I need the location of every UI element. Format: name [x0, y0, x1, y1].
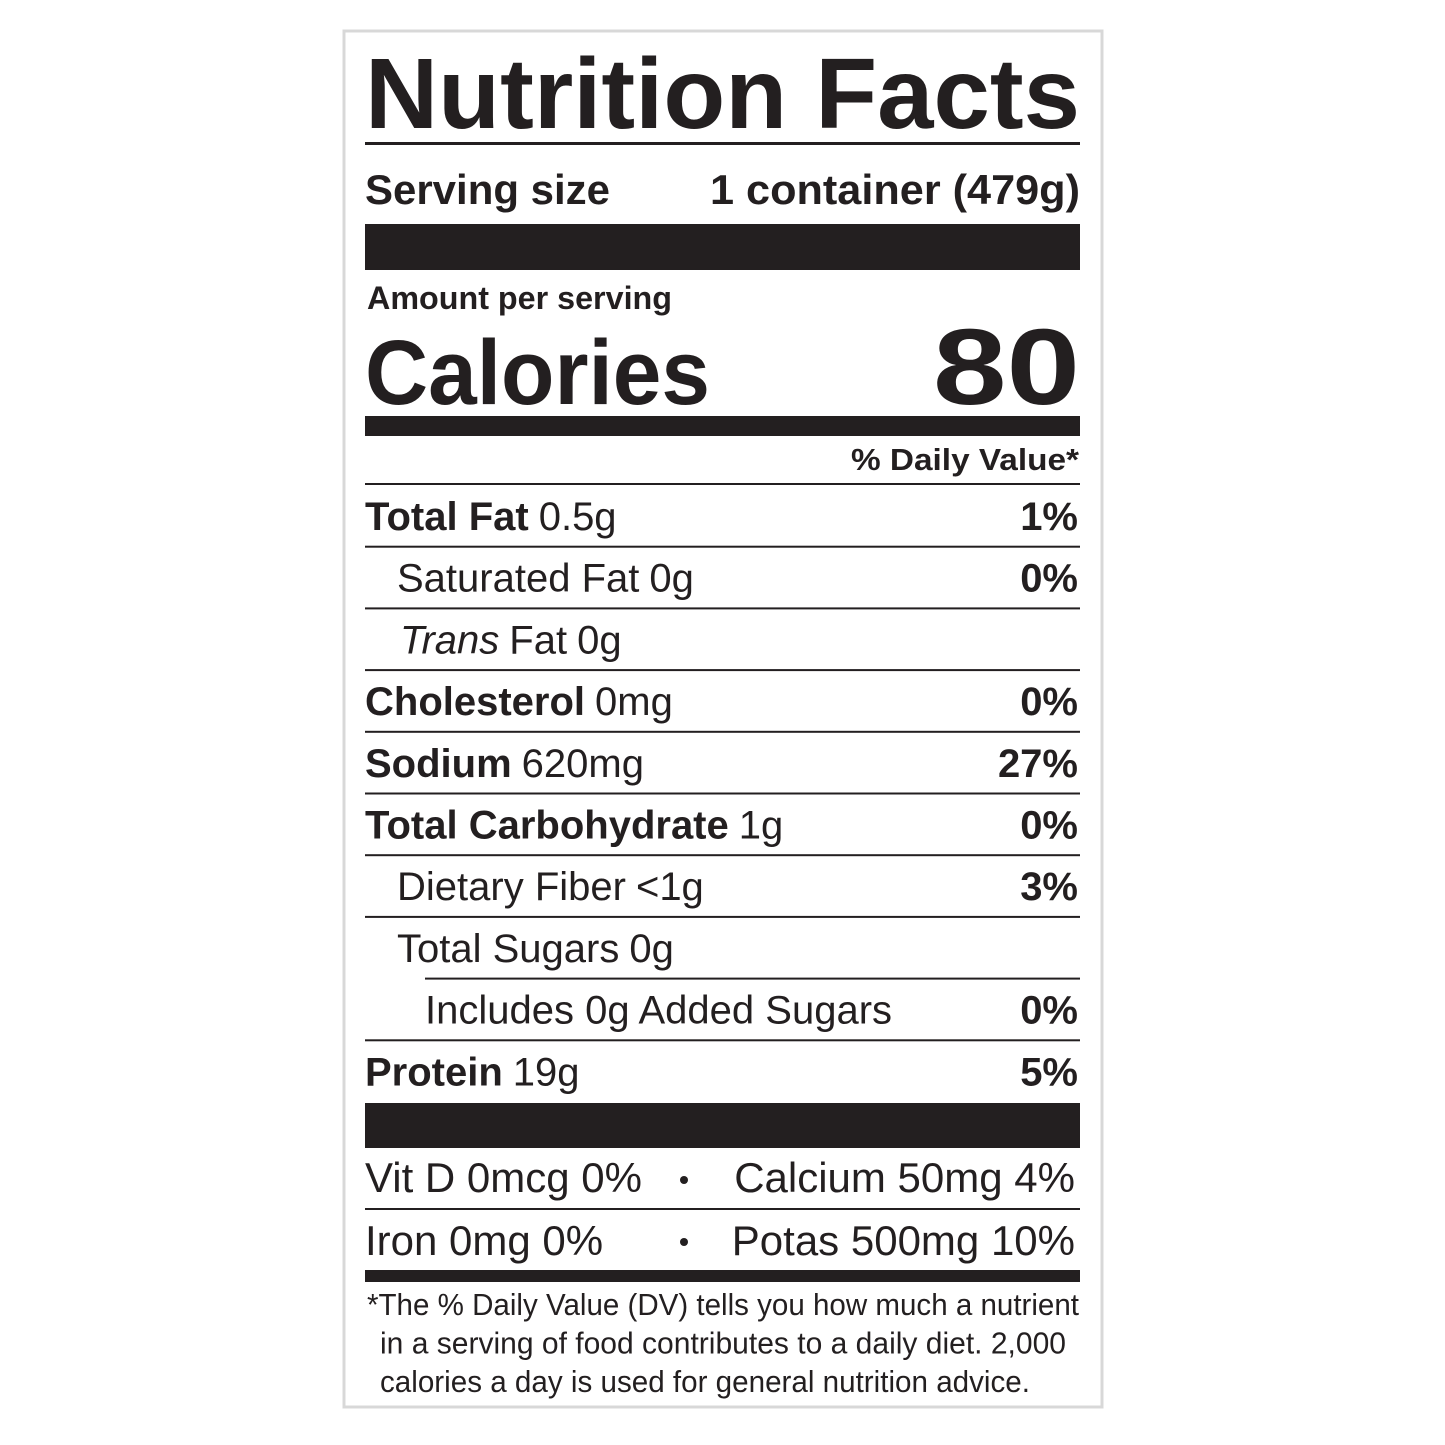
nutrient-line: Trans Fat 0g — [400, 618, 622, 662]
nutrient-dv: 0% — [1020, 557, 1078, 601]
nutrient-dv: 1% — [1020, 495, 1078, 539]
nutrient-dv: 0% — [1020, 680, 1078, 724]
nutrient-line: Cholesterol 0mg — [365, 680, 673, 724]
nutrient-line: Total Carbohydrate 1g — [365, 804, 783, 848]
bullet — [680, 1238, 688, 1246]
nutrient-name: Includes 0g Added Sugars — [425, 989, 892, 1033]
nutrient-name: Total Carbohydrate — [365, 804, 729, 848]
nutrient-line: Dietary Fiber <1g — [397, 865, 704, 909]
nutrient-amount: 0g — [629, 927, 674, 971]
rule — [365, 1208, 1080, 1210]
nutrient-dv: 3% — [1020, 865, 1078, 909]
nutrient-name: Dietary Fiber — [397, 865, 626, 909]
nutrient-dv: 0% — [1020, 804, 1078, 848]
nutrient-prefix: Trans — [400, 618, 499, 662]
thick-bar — [365, 224, 1080, 270]
nutrient-amount: 0.5g — [539, 495, 617, 539]
nutrient-name: Protein — [365, 1050, 503, 1094]
nutrient-amount: 1g — [739, 804, 784, 848]
medium-bar — [365, 1270, 1080, 1282]
rule — [425, 977, 1080, 980]
footnote-line: in a serving of food contributes to a da… — [380, 1326, 1066, 1361]
nutrient-amount: 620mg — [522, 742, 644, 786]
rule — [365, 730, 1080, 733]
nutrient-dv: 0% — [1020, 989, 1078, 1033]
rule — [365, 607, 1080, 610]
serving-label: Serving size — [365, 166, 610, 213]
nutrient-amount: 0mg — [595, 680, 673, 724]
calories-label: Calories — [365, 322, 710, 424]
rule — [365, 915, 1080, 918]
nutrient-line: Total Fat 0.5g — [365, 495, 617, 539]
vitamin: Potas 500mg 10% — [732, 1217, 1075, 1264]
footnote-line: calories a day is used for general nutri… — [380, 1364, 1030, 1399]
daily-value-header: % Daily Value* — [851, 442, 1080, 477]
rule — [365, 483, 1080, 485]
nutrient-line: Saturated Fat 0g — [397, 557, 694, 601]
rule — [365, 792, 1080, 795]
amount-per-serving: Amount per serving — [367, 280, 672, 316]
title: Nutrition Facts — [365, 38, 1080, 150]
nutrient-dv: 27% — [998, 742, 1078, 786]
nutrient-line: Sodium 620mg — [365, 742, 644, 786]
vitamin: Iron 0mg 0% — [365, 1217, 603, 1264]
nutrient-name: Sodium — [365, 742, 512, 786]
footnote-line: *The % Daily Value (DV) tells you how mu… — [367, 1287, 1079, 1322]
nutrient-line: Total Sugars 0g — [397, 927, 674, 971]
thick-bar — [365, 1103, 1080, 1148]
nutrient-name: Cholesterol — [365, 680, 585, 724]
nutrient-name: Saturated Fat — [397, 557, 639, 601]
serving-value: 1 container (479g) — [710, 166, 1080, 213]
nutrient-amount: 0g — [577, 618, 622, 662]
rule — [365, 1039, 1080, 1042]
nutrient-amount: 0g — [649, 557, 694, 601]
calories-value: 80 — [933, 306, 1080, 427]
nutrient-name: Total Fat — [365, 495, 529, 539]
vitamin: Calcium 50mg 4% — [734, 1154, 1075, 1201]
nutrient-line: Protein 19g — [365, 1050, 580, 1094]
rule — [365, 669, 1080, 672]
bullet — [680, 1176, 688, 1184]
vitamin: Vit D 0mcg 0% — [365, 1154, 642, 1201]
nutrient-amount: <1g — [636, 865, 704, 909]
medium-bar — [365, 416, 1080, 436]
nutrient-dv: 5% — [1020, 1050, 1078, 1094]
nutrient-line: Includes 0g Added Sugars — [425, 989, 892, 1033]
rule — [365, 545, 1080, 548]
nutrient-amount: 19g — [513, 1050, 580, 1094]
rule — [365, 142, 1080, 145]
nutrient-name: Total Sugars — [397, 927, 619, 971]
nutrient-name: Fat — [509, 618, 567, 662]
rule — [365, 854, 1080, 857]
